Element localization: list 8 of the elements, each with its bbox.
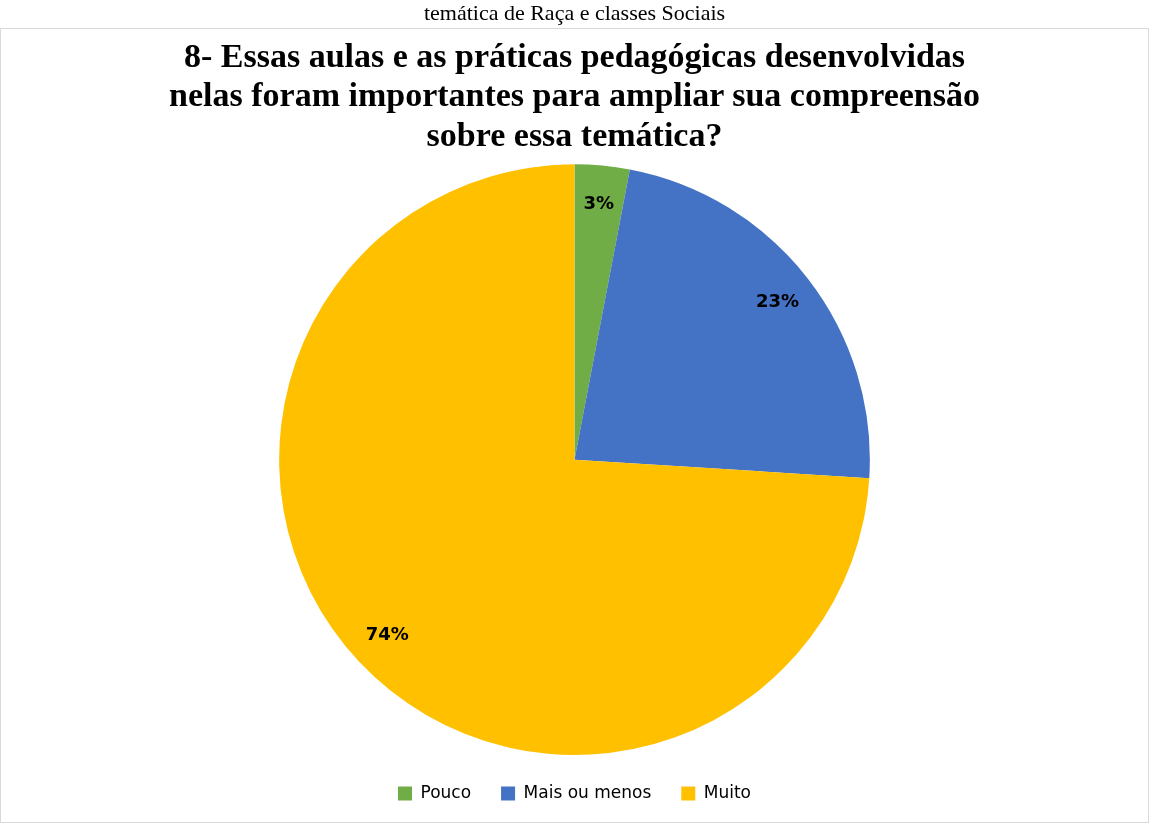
legend-label: Muito [703,781,751,802]
text: temática de Raça e classes Sociais [422,0,727,27]
data-label: 3% [583,191,614,213]
data-label: 23% [755,289,800,311]
legend-label: Mais ou menos [523,781,652,802]
chart-title: 8- Essas aulas e as práticas pedagógicas desenvolvidas nelas foram importantes para ampliar sua compreensão sobre essa temática? [169,37,980,153]
legend-label: Pouco [420,781,472,802]
data-label: 74% [365,623,409,645]
